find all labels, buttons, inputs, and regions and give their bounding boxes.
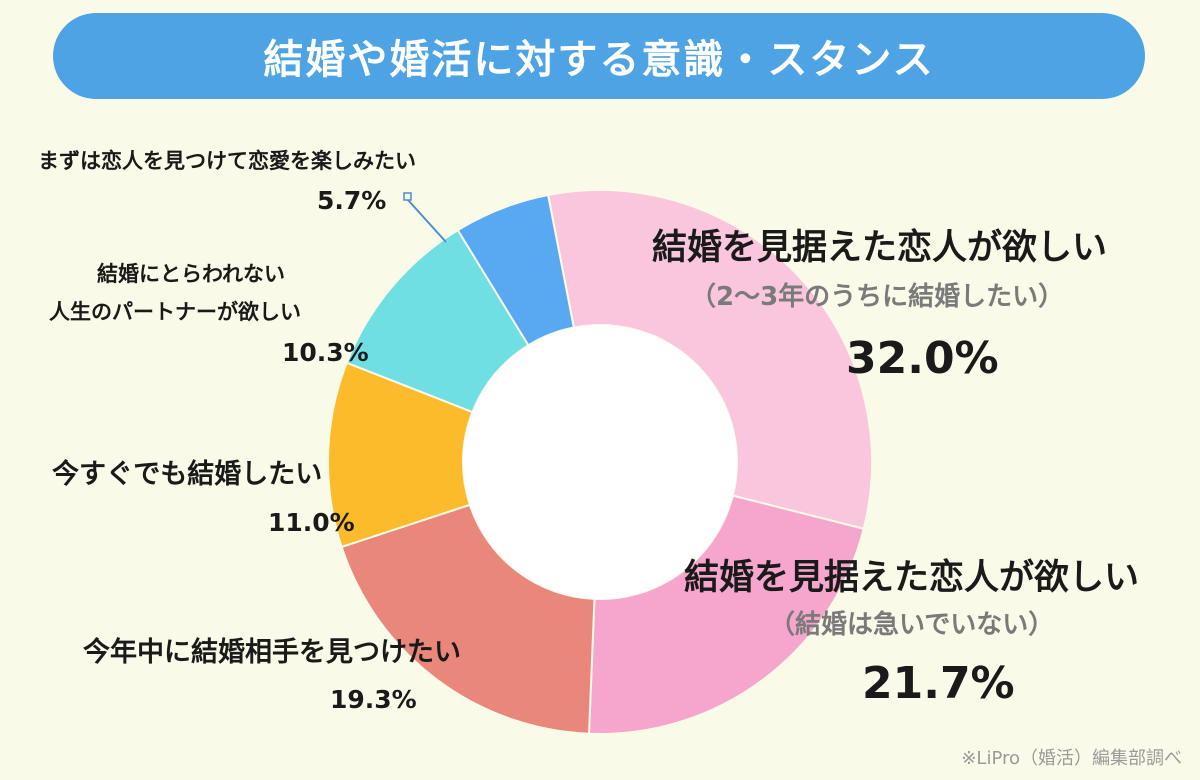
segment-value-1: 21.7% <box>862 658 1015 709</box>
segment-label-4-line-1: 結婚にとらわれない <box>97 262 285 286</box>
segment-label-0: 結婚を見据えた恋人が欲しい <box>652 228 1108 268</box>
segment-label-4-line-2: 人生のパートナーが欲しい <box>49 300 301 324</box>
segment-sublabel-0: （2〜3年のうちに結婚したい） <box>690 282 1065 312</box>
donut-hole <box>463 325 737 599</box>
segment-value-0: 32.0% <box>846 333 999 384</box>
segment-label-3: 今すぐでも結婚したい <box>52 459 323 490</box>
segment-sublabel-1: （結婚は急いでいない） <box>769 610 1055 640</box>
segment-value-3: 11.0% <box>268 508 355 537</box>
segment-label-2: 今年中に結婚相手を見つけたい <box>83 637 461 668</box>
segment-label-1: 結婚を見据えた恋人が欲しい <box>684 558 1140 598</box>
title-bar: 結婚や婚活に対する意識・スタンス <box>53 13 1145 99</box>
source-note: ※LiPro（婚活）編集部調べ <box>961 748 1182 769</box>
chart-title: 結婚や婚活に対する意識・スタンス <box>263 37 935 83</box>
segment-label-5: まずは恋人を見つけて恋愛を楽しみたい <box>38 149 416 173</box>
segment-value-4: 10.3% <box>282 338 369 367</box>
segment-value-2: 19.3% <box>330 685 417 714</box>
segment-value-5: 5.7% <box>317 186 387 215</box>
donut-slice-2 <box>340 503 596 735</box>
leader-line <box>403 192 447 243</box>
